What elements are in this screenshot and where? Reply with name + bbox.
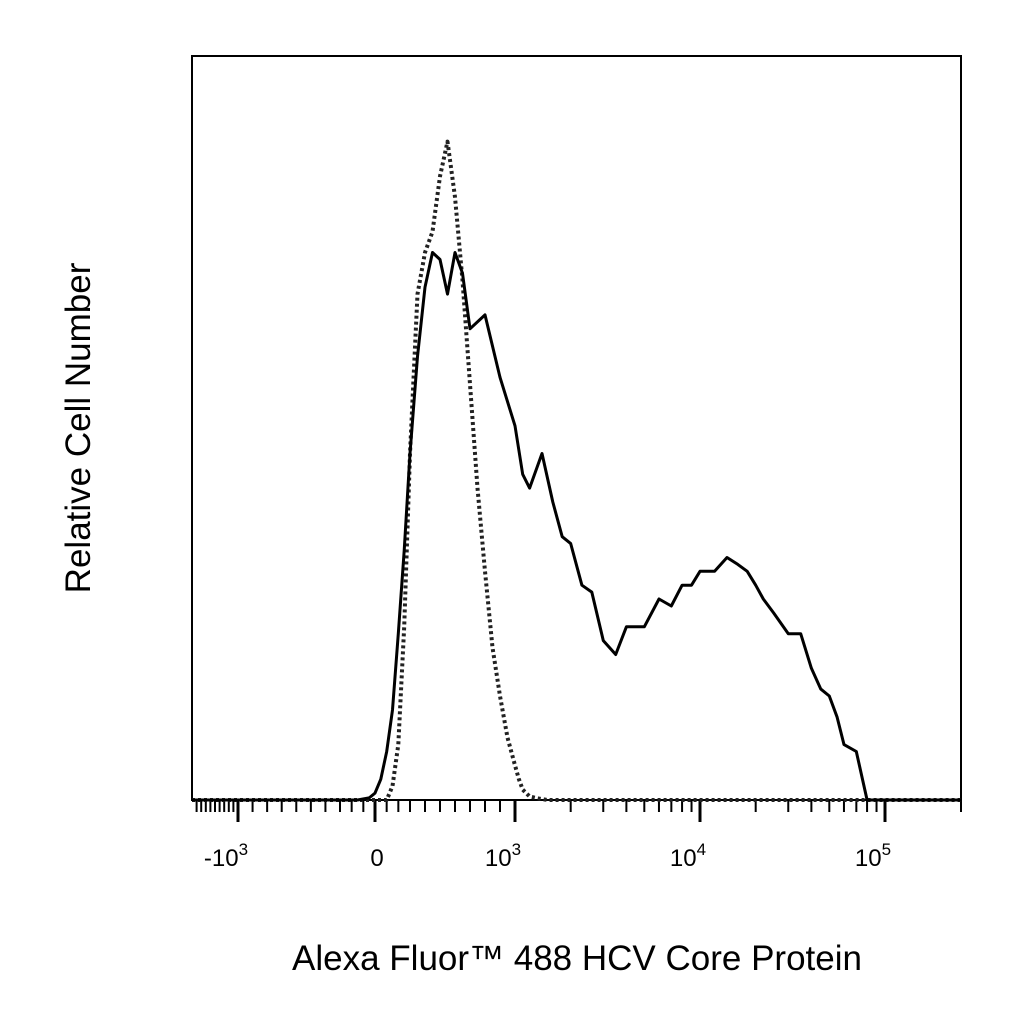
x-axis-title: Alexa Fluor™ 488 HCV Core Protein <box>292 939 862 978</box>
x-tick-label: 105 <box>855 840 891 872</box>
x-axis-ticks <box>195 800 962 822</box>
solid-series-line <box>192 251 961 802</box>
x-tick-label: 104 <box>670 840 706 872</box>
x-tick-label: 103 <box>485 840 521 872</box>
dashed-series-line <box>192 139 961 802</box>
plot-frame <box>191 55 962 801</box>
y-axis-title: Relative Cell Number <box>59 262 98 593</box>
x-axis-tick-labels: -103 0 103 104 105 <box>204 840 891 872</box>
x-tick-label: -103 <box>204 840 248 872</box>
series-layer <box>192 139 961 802</box>
x-tick-label: 0 <box>370 845 383 872</box>
